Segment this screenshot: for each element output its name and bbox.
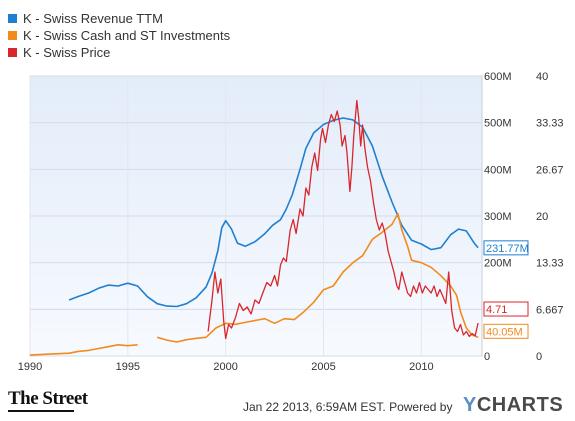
- legend-swatch-price: [8, 48, 17, 57]
- legend-label-cash: K - Swiss Cash and ST Investments: [23, 28, 230, 43]
- value-label-price: 4.71: [486, 304, 507, 316]
- footer-timestamp: Jan 22 2013, 6:59AM EST. Powered by: [243, 400, 452, 414]
- value-label-cash-group: 40.05M: [484, 324, 528, 338]
- y-right-tick-label: 40: [536, 71, 548, 83]
- footer: The Street Jan 22 2013, 6:59AM EST. Powe…: [0, 388, 575, 421]
- y-right-tick-label: 6.667: [536, 304, 564, 316]
- y-left-tick-label: 600M: [484, 71, 512, 83]
- y-left-tick-label: 0: [484, 351, 490, 363]
- value-label-revenue-group: 231.77M: [484, 241, 529, 255]
- legend-item-price[interactable]: K - Swiss Price: [8, 44, 230, 61]
- x-tick-label: 2005: [311, 361, 335, 373]
- thestreet-logo[interactable]: The Street: [8, 388, 88, 410]
- y-left-tick-label: 200M: [484, 258, 512, 270]
- y-right-tick-label: 33.33: [536, 118, 564, 130]
- y-right-tick-label: 20: [536, 211, 548, 223]
- value-label-cash: 40.05M: [486, 326, 523, 338]
- ycharts-logo[interactable]: YCHARTS: [463, 394, 563, 417]
- x-tick-label: 1990: [18, 361, 42, 373]
- thestreet-logo-rule: [8, 410, 74, 412]
- x-tick-label: 1995: [116, 361, 140, 373]
- legend-swatch-cash: [8, 31, 17, 40]
- value-label-revenue: 231.77M: [486, 243, 529, 255]
- value-label-price-group: 4.71: [484, 302, 528, 316]
- y-right-tick-label: 13.33: [536, 258, 564, 270]
- ycharts-logo-rest: CHARTS: [477, 394, 563, 416]
- y-left-tick-label: 300M: [484, 211, 512, 223]
- x-tick-label: 2000: [213, 361, 237, 373]
- x-tick-label: 2010: [409, 361, 433, 373]
- legend-label-price: K - Swiss Price: [23, 45, 110, 60]
- y-right-tick-label: 26.67: [536, 164, 564, 176]
- legend: K - Swiss Revenue TTM K - Swiss Cash and…: [8, 10, 230, 61]
- y-left-tick-label: 500M: [484, 118, 512, 130]
- legend-item-revenue[interactable]: K - Swiss Revenue TTM: [8, 10, 230, 27]
- y-left-tick-label: 400M: [484, 164, 512, 176]
- y-right-tick-label: 0: [536, 351, 542, 363]
- ycharts-logo-y: Y: [463, 394, 477, 416]
- legend-swatch-revenue: [8, 14, 17, 23]
- legend-label-revenue: K - Swiss Revenue TTM: [23, 11, 163, 26]
- legend-item-cash[interactable]: K - Swiss Cash and ST Investments: [8, 27, 230, 44]
